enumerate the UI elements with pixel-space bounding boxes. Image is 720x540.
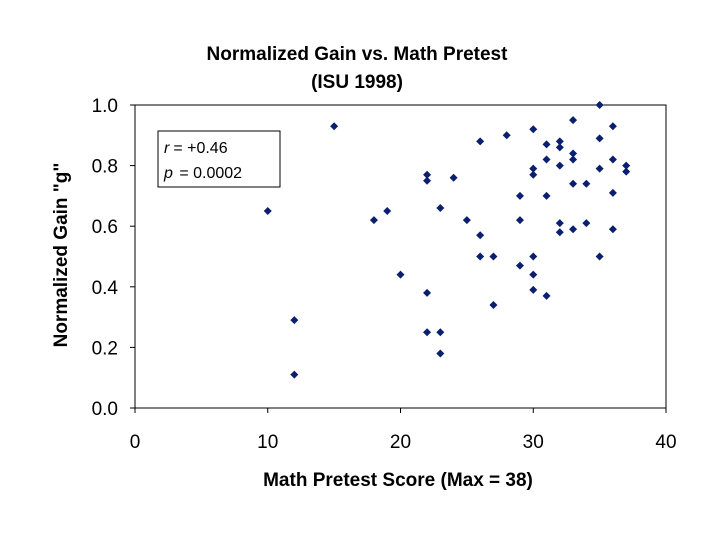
r-label: r	[164, 140, 170, 157]
data-point	[595, 164, 604, 173]
data-point	[290, 370, 299, 379]
x-axis-label: Math Pretest Score (Max = 38)	[263, 470, 533, 491]
data-point	[515, 216, 524, 225]
data-point	[595, 101, 604, 109]
data-point	[542, 191, 551, 200]
data-point	[529, 285, 538, 294]
y-tick-label: 1.0	[92, 96, 118, 117]
data-point	[263, 207, 272, 216]
data-point	[462, 216, 471, 225]
data-point	[476, 252, 485, 261]
p-value: = 0.0002	[175, 165, 242, 182]
y-tick-label: 0.6	[92, 217, 118, 238]
x-axis-ticks: 0 10 20 30 40	[130, 408, 677, 453]
data-point	[436, 204, 445, 213]
y-tick-label: 0.2	[92, 338, 118, 359]
data-point	[423, 170, 432, 179]
data-point	[608, 122, 617, 131]
data-point	[569, 149, 578, 158]
data-point	[476, 231, 485, 240]
data-point	[396, 270, 405, 279]
x-tick-label: 40	[655, 432, 676, 453]
data-point	[290, 316, 299, 325]
data-point	[515, 191, 524, 200]
y-axis-label: Normalized Gain "g"	[51, 163, 72, 348]
x-tick-label: 20	[390, 432, 411, 453]
data-point	[622, 167, 631, 176]
data-point	[330, 122, 339, 131]
data-point	[555, 137, 564, 146]
x-tick-label: 10	[257, 432, 278, 453]
x-tick-label: 0	[130, 432, 141, 453]
data-point	[476, 137, 485, 146]
r-value: = +0.46	[173, 140, 227, 157]
data-point	[529, 164, 538, 173]
y-axis-ticks: 0.0 0.2 0.4 0.6 0.8 1.0	[92, 96, 135, 420]
p-label: p	[163, 165, 173, 182]
data-point	[529, 252, 538, 261]
chart-subtitle: (ISU 1998)	[311, 72, 403, 93]
data-point	[529, 270, 538, 279]
data-point	[542, 155, 551, 164]
data-point	[622, 161, 631, 170]
y-tick-label: 0.8	[92, 157, 118, 178]
data-point	[436, 349, 445, 358]
data-point	[423, 328, 432, 337]
data-point	[449, 173, 458, 182]
stats-box	[157, 130, 281, 188]
data-point	[608, 188, 617, 197]
data-points	[263, 101, 631, 379]
data-point	[383, 207, 392, 216]
data-point	[555, 161, 564, 170]
data-point	[529, 170, 538, 179]
data-point	[582, 179, 591, 188]
data-point	[529, 125, 538, 134]
data-point	[436, 328, 445, 337]
data-point	[582, 219, 591, 228]
data-point	[608, 225, 617, 234]
x-tick-label: 30	[523, 432, 544, 453]
data-point	[515, 261, 524, 270]
data-point	[595, 252, 604, 261]
data-point	[542, 291, 551, 300]
data-point	[489, 252, 498, 261]
data-point	[569, 179, 578, 188]
data-point	[555, 143, 564, 152]
y-tick-label: 0.0	[92, 399, 118, 420]
data-point	[569, 116, 578, 125]
y-tick-label: 0.4	[92, 278, 119, 299]
data-point	[595, 134, 604, 143]
data-point	[555, 228, 564, 237]
data-point	[555, 219, 564, 228]
data-point	[542, 140, 551, 149]
data-point	[569, 225, 578, 234]
data-point	[423, 288, 432, 297]
data-point	[423, 176, 432, 185]
p-statistic: p = 0.0002	[163, 165, 242, 182]
chart-title: Normalized Gain vs. Math Pretest	[207, 44, 509, 65]
data-point	[489, 300, 498, 309]
data-point	[369, 216, 378, 225]
data-point	[569, 155, 578, 164]
data-point	[608, 155, 617, 164]
data-point	[502, 131, 511, 140]
stats-annotation: r = +0.46 p = 0.0002	[157, 130, 281, 188]
plot-area-frame	[134, 104, 667, 409]
r-statistic: r = +0.46	[164, 140, 228, 157]
